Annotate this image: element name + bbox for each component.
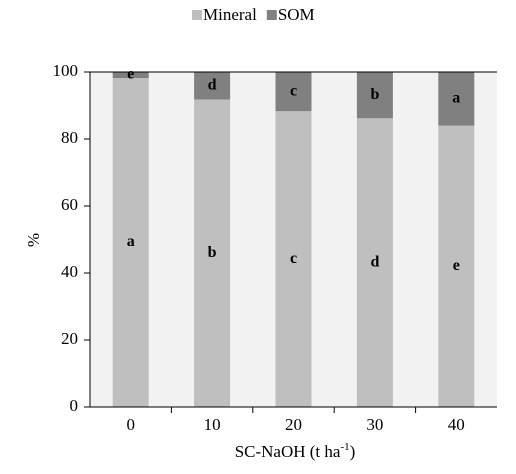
x-tick-label: 40: [448, 415, 465, 434]
bar-segment: [356, 72, 393, 119]
bar-segment: [438, 72, 475, 126]
y-tick-label: 80: [61, 128, 78, 147]
bar-segment: [112, 72, 149, 79]
significance-letter: d: [370, 253, 379, 270]
significance-letter: d: [208, 76, 217, 93]
significance-letter: e: [127, 66, 134, 83]
bar-segment: [194, 72, 231, 100]
significance-letter: b: [208, 244, 217, 261]
bar-segment: [275, 72, 312, 112]
legend-swatch: [192, 10, 202, 20]
x-tick-label: 10: [204, 415, 221, 434]
y-tick-label: 100: [53, 61, 79, 80]
bar-segment: [194, 99, 231, 407]
significance-letter: a: [127, 233, 135, 250]
x-axis-label: SC-NaOH (t ha-1): [235, 441, 356, 461]
x-axis-label-text: SC-NaOH (t ha: [235, 442, 341, 461]
bar-segment: [112, 78, 149, 407]
significance-letter: c: [290, 250, 297, 267]
y-tick-label: 60: [61, 195, 78, 214]
y-tick-label: 0: [70, 396, 79, 415]
y-axis-label: %: [24, 233, 43, 247]
x-tick-label: 20: [285, 415, 302, 434]
legend-label: Mineral: [203, 5, 257, 24]
y-tick-label: 40: [61, 262, 78, 281]
x-tick-label: 30: [366, 415, 383, 434]
bar-segment: [438, 125, 475, 407]
bar-segment: [356, 118, 393, 407]
significance-letter: e: [453, 257, 460, 274]
legend-label: SOM: [278, 5, 315, 24]
x-axis-label-end: ): [350, 442, 356, 461]
x-axis-label-sup: -1: [340, 441, 349, 453]
legend-swatch: [266, 10, 277, 20]
y-tick-label: 20: [61, 329, 78, 348]
x-tick-label: 0: [126, 415, 135, 434]
bar-segment: [275, 111, 312, 407]
significance-letter: c: [290, 82, 297, 99]
significance-letter: a: [452, 89, 460, 106]
significance-letter: b: [370, 86, 379, 103]
